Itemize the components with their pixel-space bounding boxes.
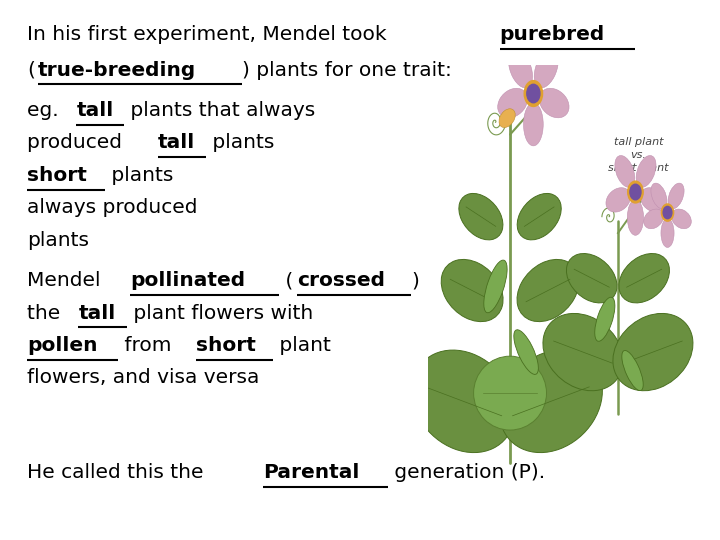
Text: produced: produced [27, 133, 129, 152]
Text: purebred: purebred [500, 25, 605, 44]
Ellipse shape [661, 219, 674, 247]
Ellipse shape [412, 350, 515, 453]
Ellipse shape [543, 313, 623, 391]
Text: tall: tall [78, 303, 116, 322]
Ellipse shape [484, 260, 507, 313]
Text: short: short [27, 166, 87, 185]
Circle shape [662, 204, 674, 221]
Ellipse shape [500, 350, 603, 453]
Text: plant: plant [273, 336, 330, 355]
Text: the: the [27, 303, 67, 322]
Ellipse shape [640, 188, 665, 212]
Ellipse shape [619, 253, 670, 303]
Ellipse shape [523, 103, 543, 146]
Text: tall plant
vs.
short plant: tall plant vs. short plant [608, 137, 669, 173]
Circle shape [630, 184, 641, 200]
Text: In his first experiment, Mendel took: In his first experiment, Mendel took [27, 25, 393, 44]
Text: short: short [196, 336, 256, 355]
Ellipse shape [651, 183, 667, 209]
Ellipse shape [539, 88, 569, 118]
Text: Parental: Parental [264, 463, 360, 482]
Text: plants: plants [206, 133, 274, 152]
Text: (: ( [279, 271, 293, 290]
Circle shape [628, 181, 643, 203]
Ellipse shape [636, 156, 656, 187]
Ellipse shape [615, 156, 635, 187]
Text: crossed: crossed [297, 271, 385, 290]
Text: ): ) [411, 271, 419, 290]
Ellipse shape [459, 193, 503, 240]
Text: Mendel: Mendel [27, 271, 107, 290]
Text: from: from [118, 336, 179, 355]
Text: tall: tall [158, 133, 195, 152]
Ellipse shape [508, 49, 533, 88]
Text: tall: tall [76, 101, 114, 120]
Text: plants: plants [27, 231, 89, 249]
Ellipse shape [622, 350, 643, 390]
Ellipse shape [595, 297, 615, 341]
Text: pollen: pollen [27, 336, 98, 355]
Text: flowers, and visa versa: flowers, and visa versa [27, 368, 260, 387]
Text: plant flowers with: plant flowers with [127, 303, 312, 322]
Text: ) plants for one trait:: ) plants for one trait: [242, 60, 451, 79]
Ellipse shape [534, 49, 558, 88]
Ellipse shape [498, 88, 528, 118]
Circle shape [524, 80, 543, 106]
Ellipse shape [627, 200, 644, 235]
Ellipse shape [606, 188, 631, 212]
Text: true-breeding: true-breeding [37, 60, 196, 79]
Ellipse shape [567, 253, 617, 303]
Circle shape [527, 84, 540, 103]
Text: He called this the: He called this the [27, 463, 210, 482]
Ellipse shape [613, 313, 693, 391]
Text: plants: plants [104, 166, 173, 185]
Text: plants that always: plants that always [125, 101, 315, 120]
Text: always produced: always produced [27, 198, 198, 217]
Text: eg.: eg. [27, 101, 66, 120]
Ellipse shape [499, 109, 516, 127]
Ellipse shape [441, 259, 503, 322]
Circle shape [663, 206, 672, 219]
Ellipse shape [517, 193, 561, 240]
Ellipse shape [474, 356, 546, 430]
Ellipse shape [514, 330, 539, 374]
Ellipse shape [672, 209, 691, 229]
Ellipse shape [517, 259, 579, 322]
Ellipse shape [644, 209, 664, 229]
Text: pollinated: pollinated [130, 271, 246, 290]
Text: generation (P).: generation (P). [387, 463, 545, 482]
Ellipse shape [668, 183, 684, 209]
Text: (: ( [27, 60, 35, 79]
